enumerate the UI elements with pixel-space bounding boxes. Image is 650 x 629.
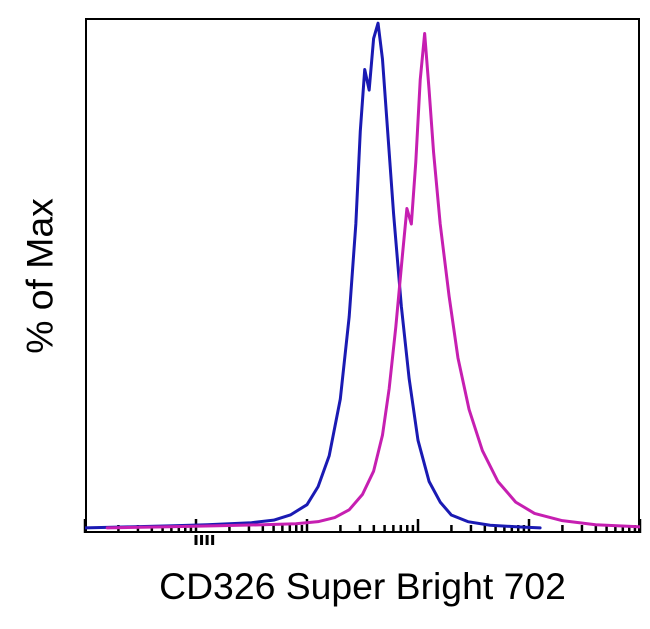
flow-histogram-figure: % of Max CD326 Super Bright 702	[0, 0, 650, 629]
series-stained	[107, 33, 640, 527]
y-axis-label: % of Max	[19, 198, 62, 354]
plot-overlay	[0, 0, 650, 629]
series-control	[85, 23, 540, 528]
x-axis-label: CD326 Super Bright 702	[159, 565, 566, 608]
